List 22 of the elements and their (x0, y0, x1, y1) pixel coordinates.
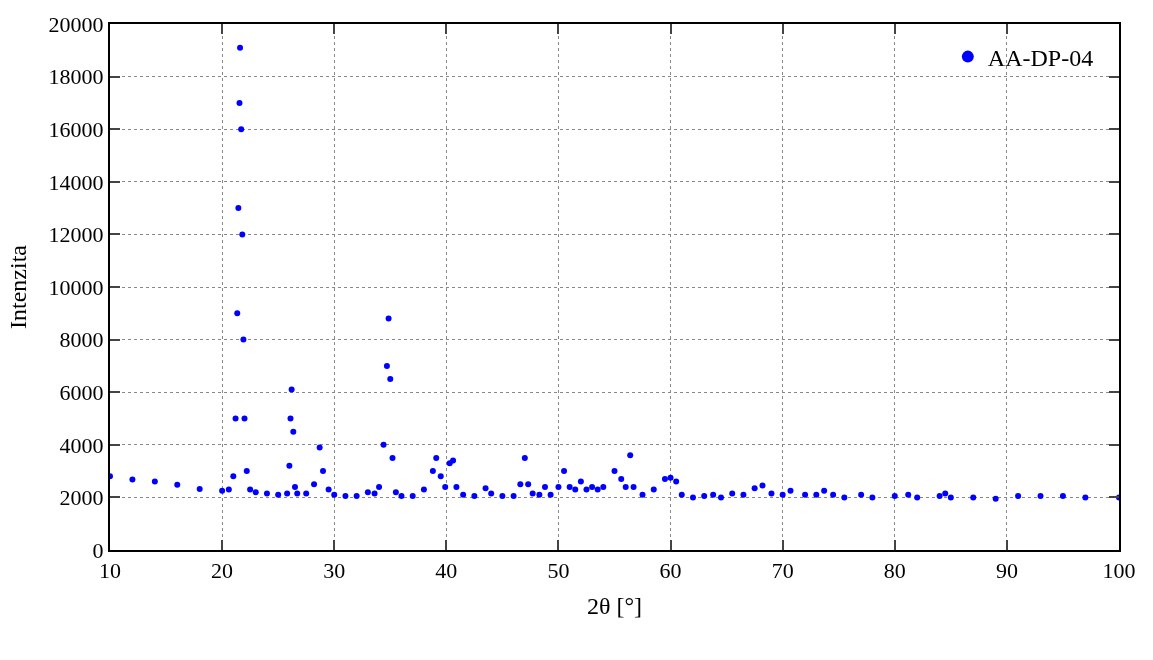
x-tick-label: 60 (659, 558, 682, 584)
x-tick-label: 40 (435, 558, 458, 584)
y-tick-label: 12000 (48, 222, 104, 248)
x-tick-label: 100 (1102, 558, 1136, 584)
x-tick-label: 90 (995, 558, 1018, 584)
x-axis-title: 2θ [°] (586, 593, 643, 620)
y-tick-label: 4000 (59, 432, 104, 458)
x-tick-label: 70 (771, 558, 794, 584)
y-tick-label: 16000 (48, 116, 104, 142)
y-tick-label: 10000 (48, 274, 104, 300)
x-tick-label: 80 (883, 558, 906, 584)
y-tick-label: 18000 (48, 64, 104, 90)
y-tick-label: 8000 (59, 327, 104, 353)
x-tick-label: 50 (547, 558, 570, 584)
y-tick-label: 2000 (59, 485, 104, 511)
legend-label: AA-DP-04 (987, 44, 1094, 71)
y-tick-label: 14000 (48, 169, 104, 195)
y-tick-label: 20000 (48, 11, 104, 37)
y-axis-title: Intenzita (5, 244, 32, 329)
x-tick-label: 20 (211, 558, 234, 584)
y-tick-label: 6000 (59, 379, 104, 405)
x-tick-label: 30 (323, 558, 346, 584)
